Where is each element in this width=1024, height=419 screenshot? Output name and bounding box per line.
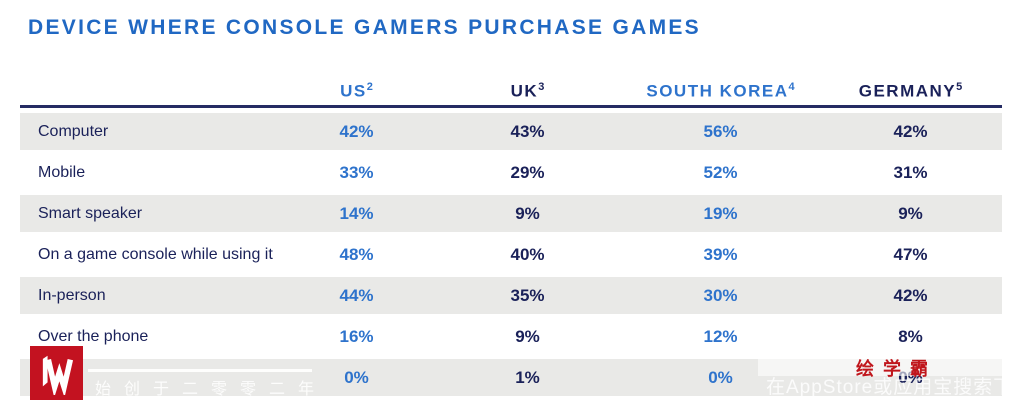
value-uk: 9%	[515, 203, 540, 223]
column-header-uk-footnote: 3	[538, 81, 545, 94]
value-south-korea: 0%	[708, 367, 733, 387]
table-row-smart-speaker: Smart speaker 14% 9% 19% 9%	[20, 193, 1002, 234]
watermark-brand-name: 绘学霸	[856, 359, 937, 379]
value-us: 48%	[339, 244, 374, 264]
value-us: 0%	[344, 367, 369, 387]
row-label: In-person	[38, 286, 106, 304]
table-row-in-person: In-person 44% 35% 30% 42%	[20, 275, 1002, 316]
value-south-korea: 56%	[703, 121, 738, 141]
value-germany: 42%	[893, 121, 928, 141]
watermark-logo	[30, 346, 83, 400]
value-us: 14%	[339, 203, 374, 223]
row-label: Mobile	[38, 163, 86, 181]
value-uk: 29%	[510, 162, 545, 182]
w-ribbon-logo-icon	[42, 355, 73, 395]
value-us: 42%	[339, 121, 374, 141]
table-row-game-console: On a game console while using it 48% 40%…	[20, 234, 1002, 275]
column-header-uk-label: UK	[510, 81, 539, 101]
value-germany: 9%	[898, 203, 923, 223]
value-us: 16%	[339, 326, 374, 346]
column-header-south-korea-label: SOUTH KOREA	[646, 81, 789, 101]
value-germany: 8%	[898, 326, 923, 346]
value-uk: 9%	[515, 326, 540, 346]
value-uk: 43%	[510, 121, 545, 141]
value-south-korea: 39%	[703, 244, 738, 264]
column-header-germany-label: GERMANY	[858, 81, 957, 101]
value-germany: 47%	[893, 244, 928, 264]
column-header-us-footnote: 2	[366, 81, 373, 94]
value-germany: 31%	[893, 162, 928, 182]
table-row-over-the-phone: Over the phone 16% 9% 12% 8%	[20, 316, 1002, 357]
value-us: 33%	[339, 162, 374, 182]
table-body: Computer 42% 43% 56% 42% Mobile 33% 29% …	[20, 111, 1002, 398]
value-south-korea: 12%	[703, 326, 738, 346]
column-header-germany-footnote: 5	[956, 81, 963, 94]
table-row-mobile: Mobile 33% 29% 52% 31%	[20, 152, 1002, 193]
column-header-south-korea: SOUTH KOREA4	[622, 81, 819, 102]
data-table: US2 UK3 SOUTH KOREA4 GERMANY5 Computer 4…	[20, 78, 1002, 398]
table-row-computer: Computer 42% 43% 56% 42%	[20, 111, 1002, 152]
value-south-korea: 19%	[703, 203, 738, 223]
value-uk: 40%	[510, 244, 545, 264]
row-label: Over the phone	[38, 327, 149, 345]
column-header-south-korea-footnote: 4	[788, 81, 795, 94]
watermark-divider-line	[88, 369, 312, 372]
column-header-uk: UK3	[433, 81, 622, 102]
watermark-tagline: 始创于二零零二年	[95, 381, 328, 398]
value-us: 44%	[339, 285, 374, 305]
page-title: DEVICE WHERE CONSOLE GAMERS PURCHASE GAM…	[28, 16, 701, 39]
row-label: Computer	[38, 122, 109, 140]
watermark-brand-background	[758, 352, 1008, 376]
column-header-us-label: US	[340, 81, 367, 101]
value-south-korea: 52%	[703, 162, 738, 182]
table-header-row: US2 UK3 SOUTH KOREA4 GERMANY5	[20, 78, 1002, 108]
column-header-us: US2	[280, 81, 433, 102]
row-label: Smart speaker	[38, 204, 143, 222]
value-uk: 35%	[510, 285, 545, 305]
watermark-download-hint: 在AppStore或应用宝搜索下载	[766, 377, 1024, 398]
row-label: On a game console while using it	[38, 245, 273, 263]
value-uk: 1%	[515, 367, 540, 387]
value-germany: 42%	[893, 285, 928, 305]
column-header-germany: GERMANY5	[819, 81, 1002, 102]
value-south-korea: 30%	[703, 285, 738, 305]
